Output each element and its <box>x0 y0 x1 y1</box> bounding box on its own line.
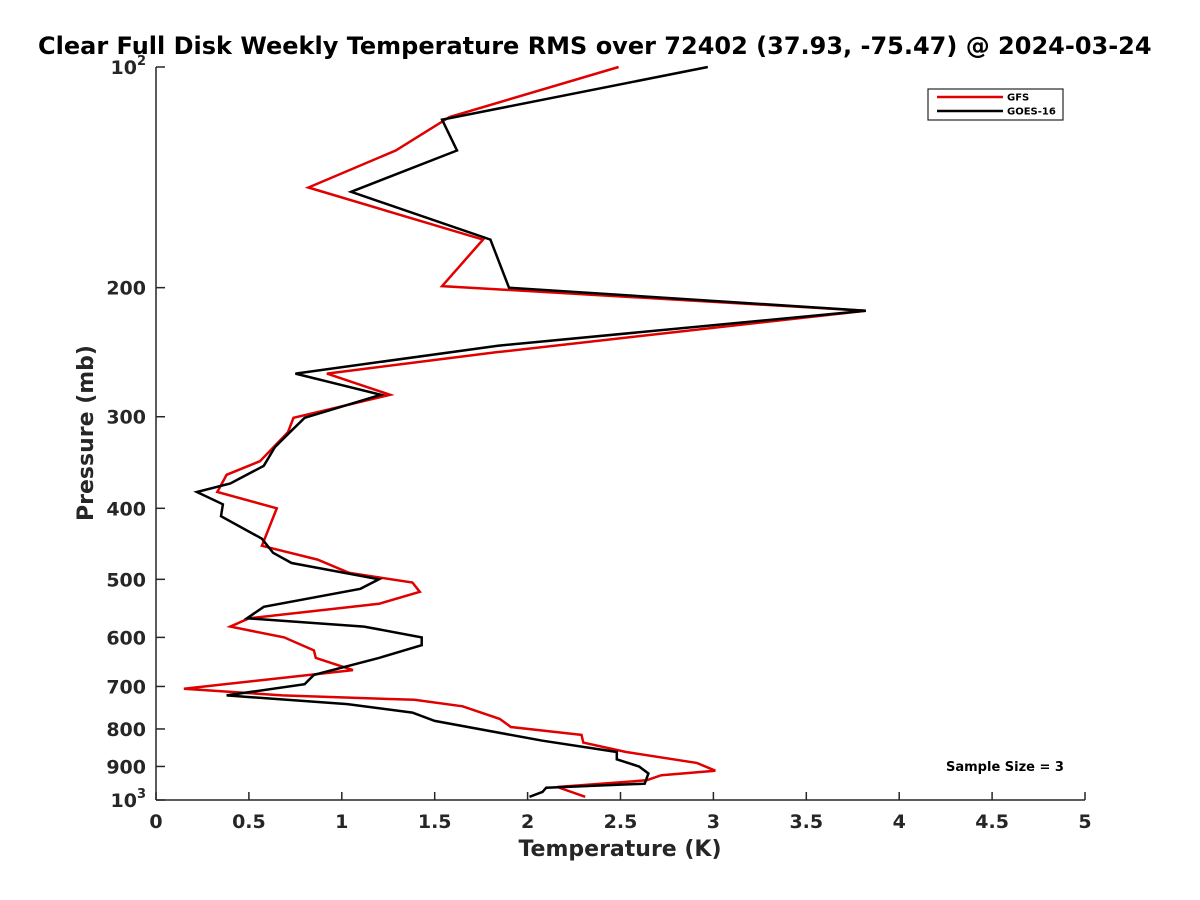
series-line-gfs <box>183 65 866 798</box>
x-ticks: 0 0.5 1 1.5 2 2.5 3 3.5 4 4.5 5 <box>149 792 1092 833</box>
y-tick-label: 200 <box>106 278 146 300</box>
x-tick-label: 2.5 <box>604 811 638 833</box>
y-tick-label: 300 <box>106 407 146 429</box>
y-tick-label: 102 <box>111 54 147 79</box>
x-tick-label: 0.5 <box>232 811 266 833</box>
legend: GFS GOES-16 <box>927 88 1064 121</box>
series-layer <box>183 65 866 798</box>
x-tick-label: 1 <box>335 811 348 833</box>
legend-label-gfs: GFS <box>1007 93 1029 104</box>
sample-size-annotation: Sample Size = 3 <box>946 760 1064 775</box>
plot-area <box>155 67 1085 801</box>
series-line-goes-16 <box>193 65 866 798</box>
y-tick-label: 600 <box>106 627 146 649</box>
x-tick-label: 2 <box>521 811 534 833</box>
y-tick-label: 800 <box>106 719 146 741</box>
y-tick-label: 500 <box>106 569 146 591</box>
x-tick-label: 3 <box>707 811 720 833</box>
x-tick-label: 3.5 <box>789 811 823 833</box>
legend-label-goes-16: GOES-16 <box>1007 107 1056 118</box>
x-tick-label: 5 <box>1078 811 1091 833</box>
x-axis-label: Temperature (K) <box>518 837 721 862</box>
legend-box <box>927 88 1064 121</box>
x-tick-label: 0 <box>149 811 162 833</box>
y-tick-label: 103 <box>111 787 147 812</box>
y-tick-label: 900 <box>106 756 146 778</box>
x-tick-label: 4 <box>893 811 906 833</box>
y-tick-label: 700 <box>106 676 146 698</box>
y-axis-label: Pressure (mb) <box>74 345 99 521</box>
chart-title: Clear Full Disk Weekly Temperature RMS o… <box>38 32 1152 60</box>
x-tick-label: 1.5 <box>418 811 452 833</box>
y-tick-label: 400 <box>106 498 146 520</box>
y-ticks: 102 200 300 400 500 600 700 800 900 103 <box>106 54 165 812</box>
x-tick-label: 4.5 <box>975 811 1009 833</box>
